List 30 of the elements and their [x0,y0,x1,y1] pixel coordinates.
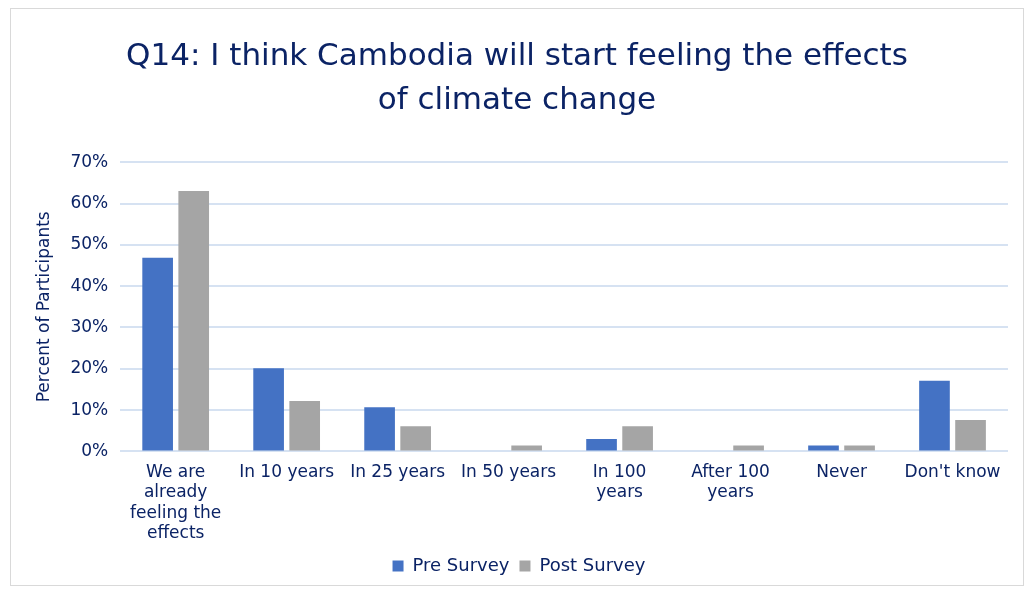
bar [622,426,653,451]
y-tick-label: 70% [70,150,109,171]
y-tick-label: 40% [70,274,109,295]
bar [955,420,986,451]
bar [289,401,321,451]
bar [364,407,395,451]
x-tick-label: In 10 years [239,461,335,482]
x-tick-label: After 100 years [691,461,770,502]
legend-label: Pre Survey [412,553,510,575]
x-tick-label: In 50 years [461,461,557,482]
bar [586,439,617,451]
bar [400,426,431,451]
bar [178,191,210,451]
legend-label: Post Survey [539,553,646,575]
x-tick-label: Don't know [904,461,1001,482]
y-tick-label: 10% [70,398,109,419]
bar [142,257,173,451]
y-axis-title: Percent of Participants [32,211,53,403]
y-tick-label: 30% [70,315,109,336]
x-tick-label: In 25 years [350,461,446,482]
x-tick-label: In 100 years [592,461,647,502]
y-tick-label: 60% [70,191,109,212]
y-tick-label: 20% [70,357,109,378]
y-tick-label: 0% [81,439,109,460]
x-tick-label: Never [816,461,867,482]
chart-title: Q14: I think Cambodia will start feeling the effects of climate change [125,35,909,118]
y-tick-label: 50% [70,233,109,254]
x-tick-label: We are already feeling the effects [130,461,222,543]
bar [253,368,284,451]
bar [919,380,950,451]
